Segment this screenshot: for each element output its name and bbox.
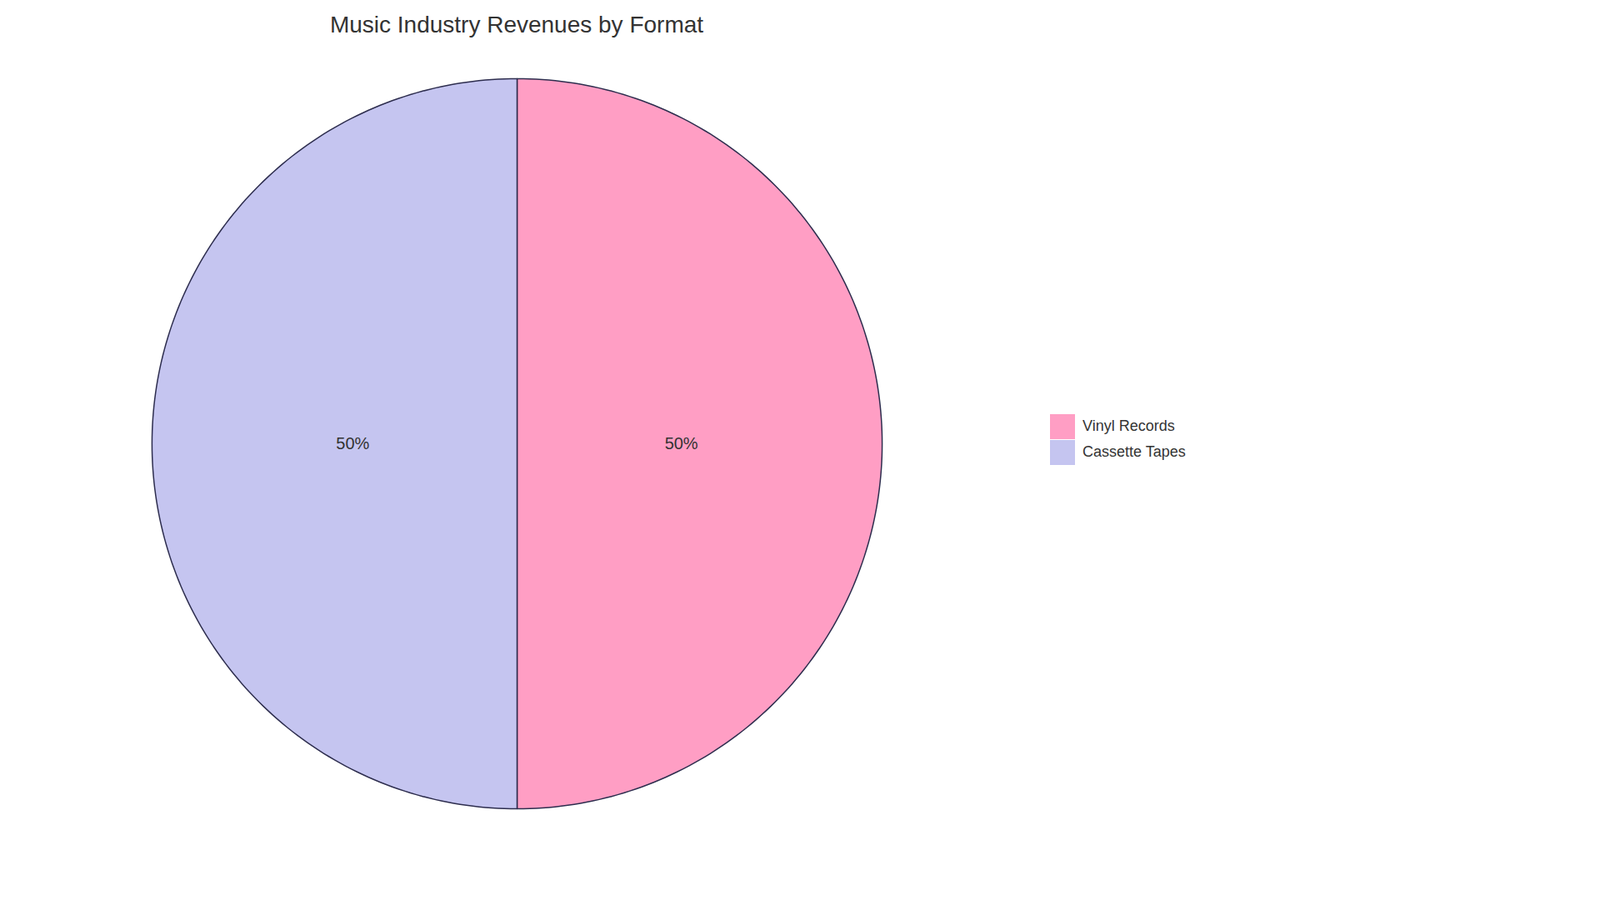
html-text:Music Industry Revenues by For: Music Industry Revenues by Format — [329, 11, 704, 38]
svg-text:50%: 50% — [665, 434, 699, 453]
html-text:Vinyl Records: Vinyl Records — [1082, 417, 1175, 435]
svg-text:50%: 50% — [335, 434, 370, 453]
html-text:Cassette Tapes: Cassette Tapes — [1082, 443, 1186, 460]
